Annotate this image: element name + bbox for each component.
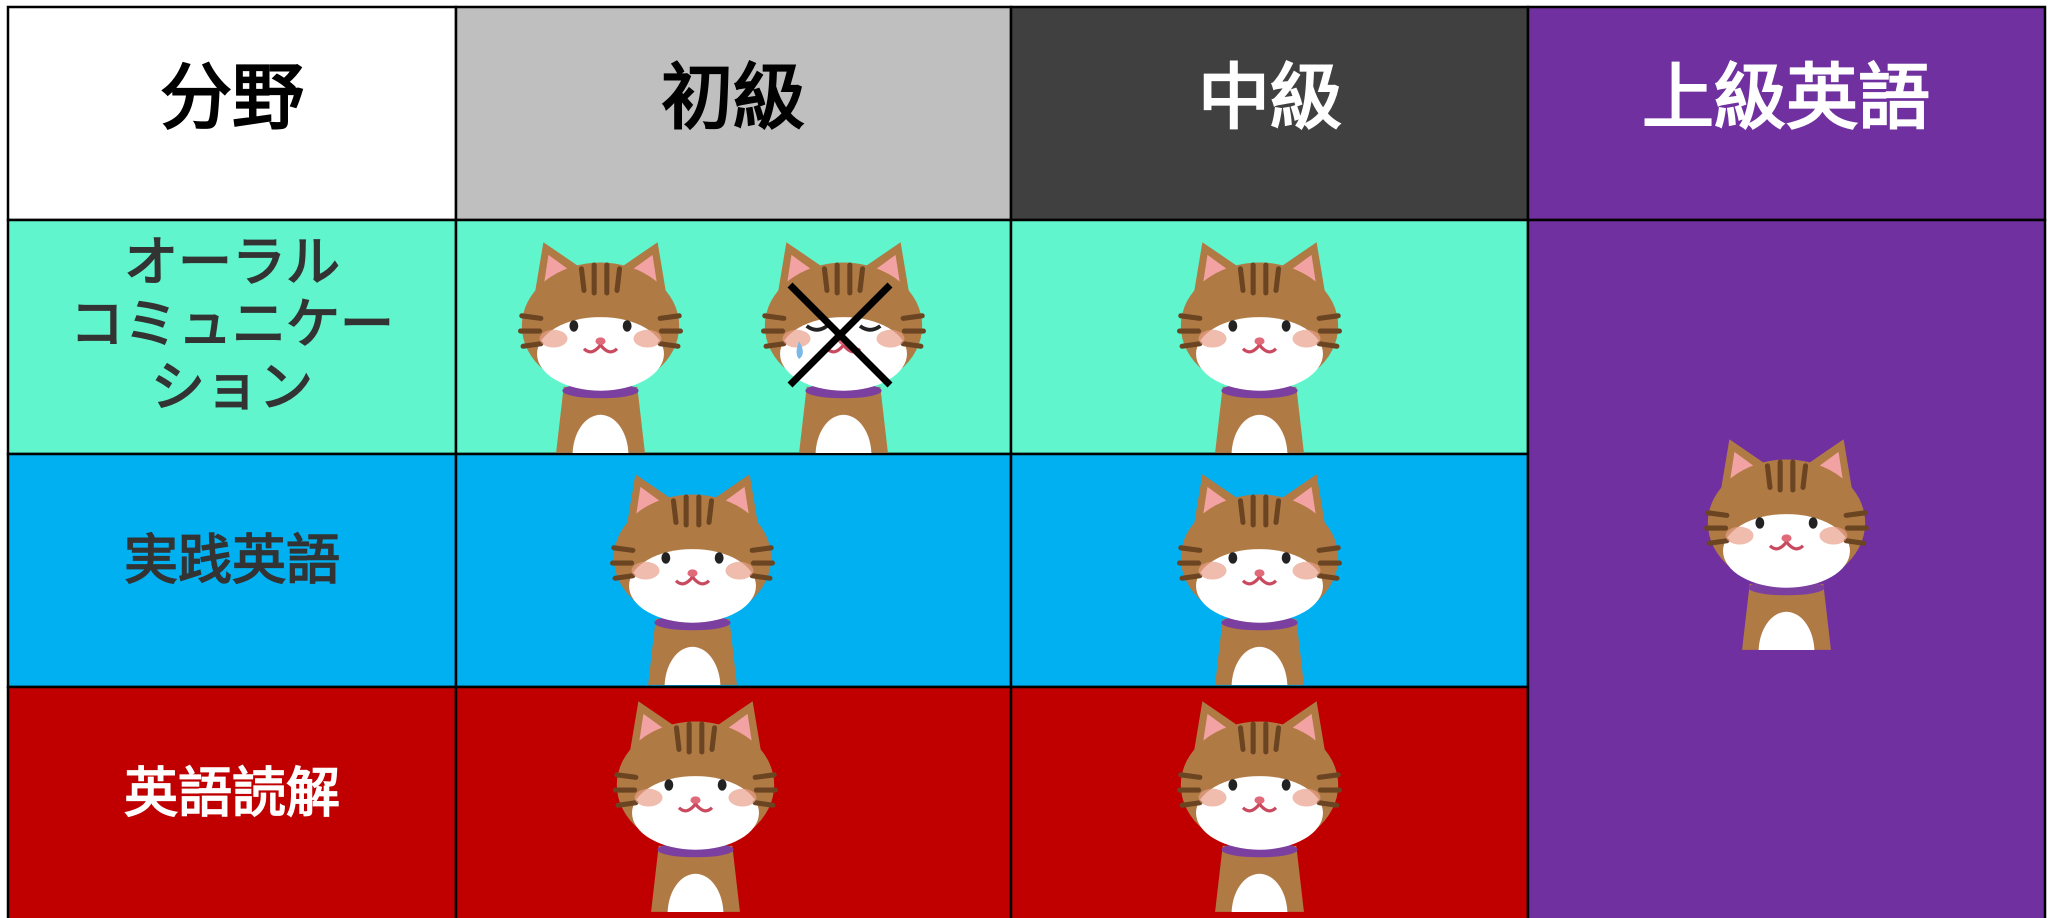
- header-cell: [1009, 5, 1530, 222]
- header-text: 中級: [1198, 56, 1342, 140]
- row-label: ション: [151, 356, 313, 419]
- header-text: 分野: [160, 56, 304, 140]
- header-text: 上級英語: [1642, 56, 1930, 140]
- row-label-cell: [6, 218, 458, 456]
- row-label-cell: [6, 452, 458, 689]
- header-cell: [1526, 5, 2047, 222]
- header-text: 初級: [661, 56, 805, 140]
- row-label: 実践英語: [124, 529, 340, 592]
- row-label: 英語読解: [124, 762, 340, 825]
- row-label: コミュニケー: [70, 293, 394, 356]
- row-label: オーラル: [124, 231, 340, 294]
- header-cell: [454, 5, 1013, 222]
- cross-mark: [787, 282, 893, 388]
- header-cell: [6, 5, 458, 222]
